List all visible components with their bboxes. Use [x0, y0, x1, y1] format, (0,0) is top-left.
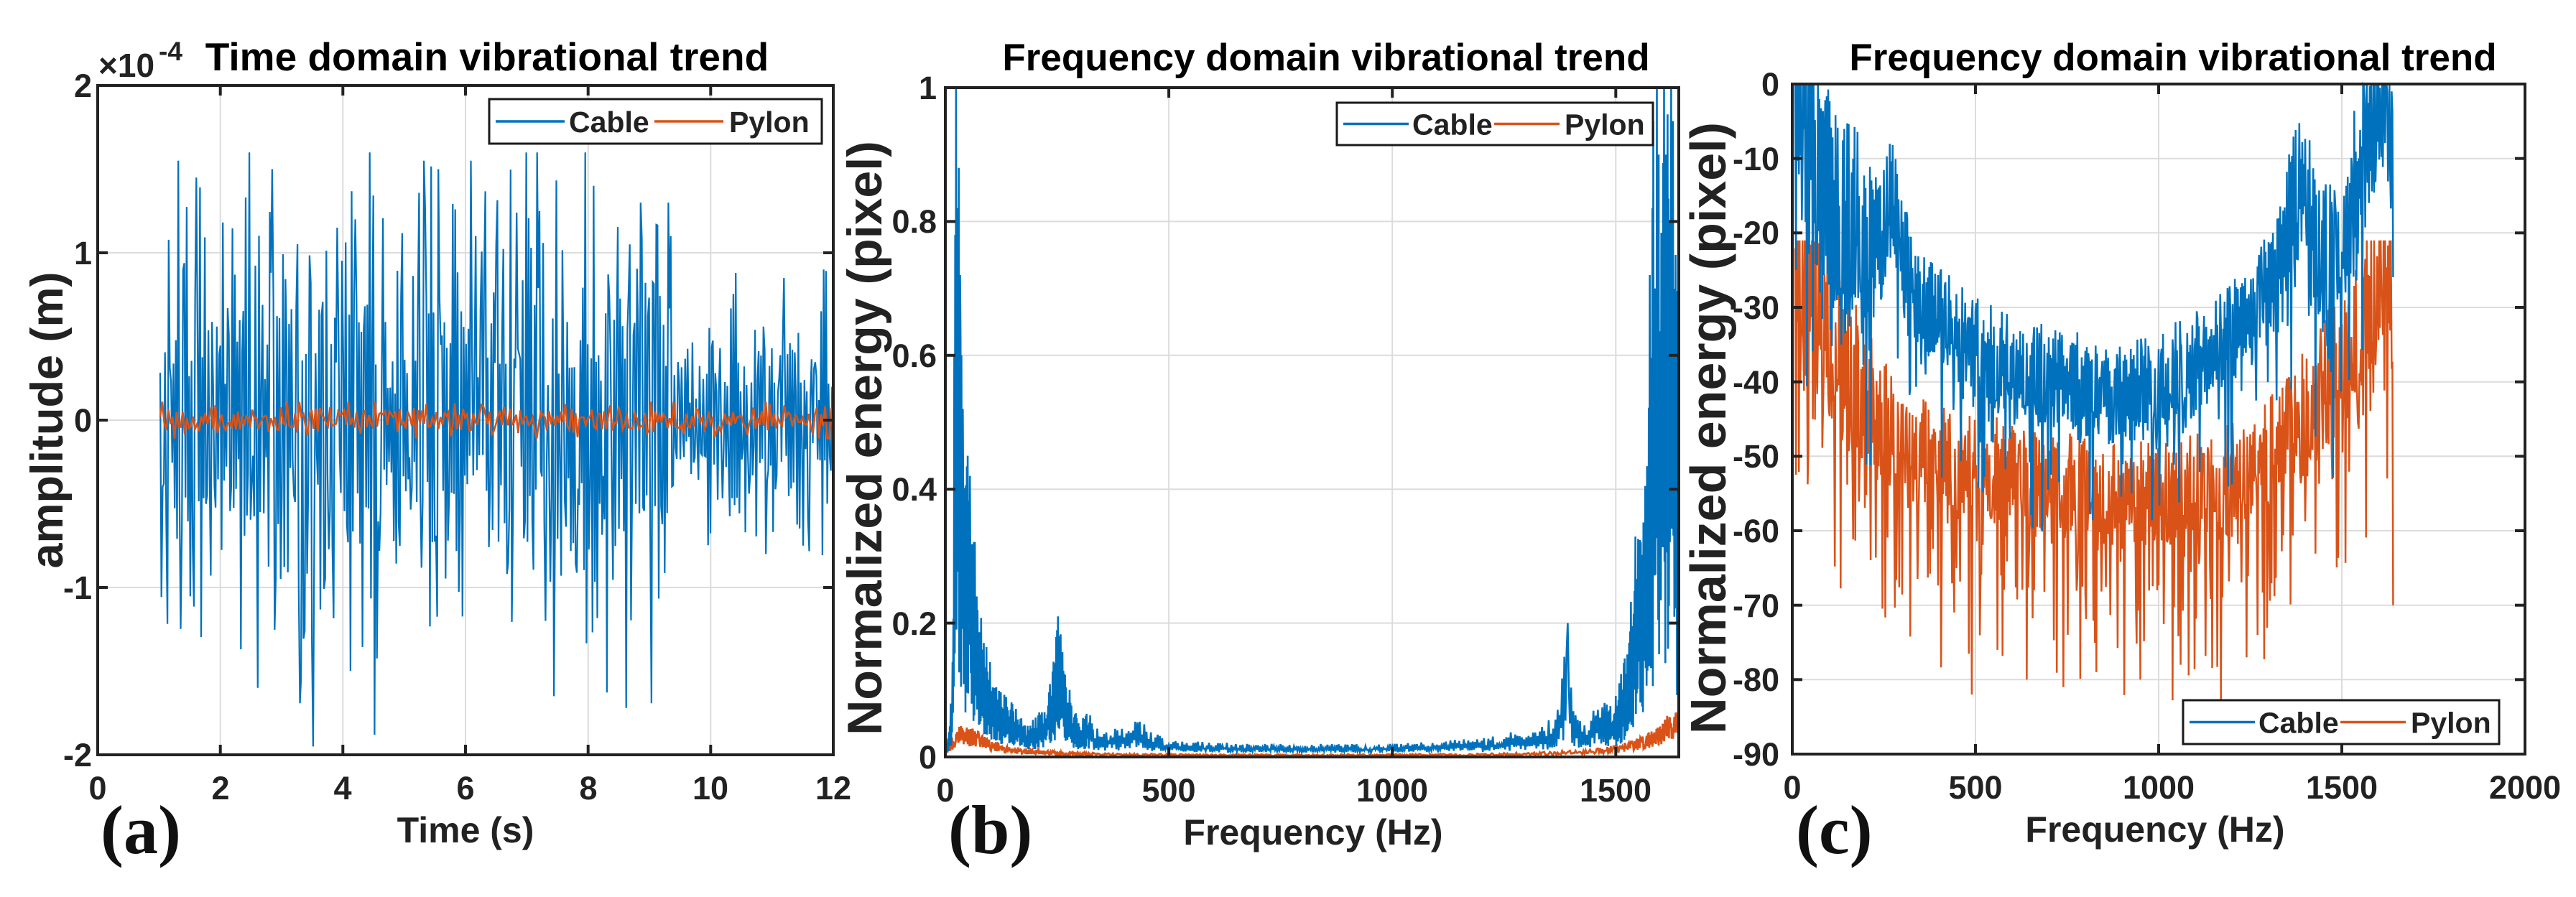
svg-text:Time domain vibrational trend: Time domain vibrational trend	[205, 34, 769, 79]
svg-text:Pylon: Pylon	[2411, 707, 2491, 740]
svg-text:1500: 1500	[2306, 769, 2378, 806]
svg-text:Frequency (Hz): Frequency (Hz)	[2025, 809, 2284, 850]
svg-text:0: 0	[936, 772, 954, 809]
svg-text:Frequency domain vibrational t: Frequency domain vibrational trend	[1002, 37, 1649, 79]
svg-text:-20: -20	[1733, 215, 1779, 251]
svg-text:1000: 1000	[2123, 769, 2195, 806]
svg-text:Time (s): Time (s)	[397, 810, 534, 850]
svg-text:0: 0	[1783, 769, 1801, 806]
svg-text:0.2: 0.2	[891, 605, 937, 642]
svg-text:Normalized energy (pixel): Normalized energy (pixel)	[838, 141, 892, 735]
svg-text:-2: -2	[63, 737, 92, 773]
svg-text:500: 500	[1141, 772, 1195, 809]
svg-text:4: 4	[333, 770, 351, 807]
svg-text:(a): (a)	[101, 791, 181, 868]
svg-text:10: 10	[692, 770, 728, 807]
svg-text:-50: -50	[1733, 438, 1779, 475]
svg-text:Frequency (Hz): Frequency (Hz)	[1183, 812, 1442, 852]
svg-text:1: 1	[919, 70, 937, 106]
svg-text:-60: -60	[1733, 513, 1779, 549]
svg-text:amplitude (m): amplitude (m)	[22, 271, 73, 568]
svg-text:-90: -90	[1733, 736, 1779, 773]
svg-text:Pylon: Pylon	[729, 106, 810, 139]
svg-text:-4: -4	[159, 37, 182, 66]
svg-text:-40: -40	[1733, 364, 1779, 401]
svg-text:8: 8	[579, 770, 597, 807]
svg-text:6: 6	[456, 770, 474, 807]
svg-text:(c): (c)	[1796, 791, 1873, 868]
svg-text:Cable: Cable	[569, 106, 649, 139]
svg-text:1000: 1000	[1356, 772, 1428, 809]
svg-text:2000: 2000	[2489, 769, 2561, 806]
svg-text:2: 2	[74, 68, 92, 104]
svg-text:Frequency domain vibrational t: Frequency domain vibrational trend	[1849, 37, 2496, 79]
svg-text:0: 0	[88, 770, 106, 807]
svg-text:Cable: Cable	[1412, 108, 1493, 141]
svg-text:Cable: Cable	[2258, 707, 2339, 740]
svg-text:-30: -30	[1733, 289, 1779, 326]
svg-text:0.8: 0.8	[891, 203, 937, 240]
svg-text:1: 1	[74, 235, 92, 271]
svg-text:2: 2	[211, 770, 229, 807]
svg-text:500: 500	[1948, 769, 2002, 806]
svg-text:-70: -70	[1733, 587, 1779, 624]
svg-text:-10: -10	[1733, 141, 1779, 177]
svg-text:0: 0	[74, 402, 92, 439]
svg-text:1500: 1500	[1580, 772, 1651, 809]
svg-text:0.6: 0.6	[891, 338, 937, 374]
svg-text:(b): (b)	[948, 791, 1032, 868]
svg-text:0.4: 0.4	[891, 471, 937, 508]
svg-text:-1: -1	[63, 570, 92, 606]
svg-text:12: 12	[815, 770, 851, 807]
svg-text:-80: -80	[1733, 661, 1779, 698]
svg-text:Pylon: Pylon	[1565, 108, 1645, 141]
svg-text:Normalized energy (pixel): Normalized energy (pixel)	[1680, 122, 1736, 734]
svg-text:0: 0	[1761, 66, 1779, 103]
svg-text:×10: ×10	[98, 47, 154, 84]
svg-text:0: 0	[919, 739, 937, 776]
